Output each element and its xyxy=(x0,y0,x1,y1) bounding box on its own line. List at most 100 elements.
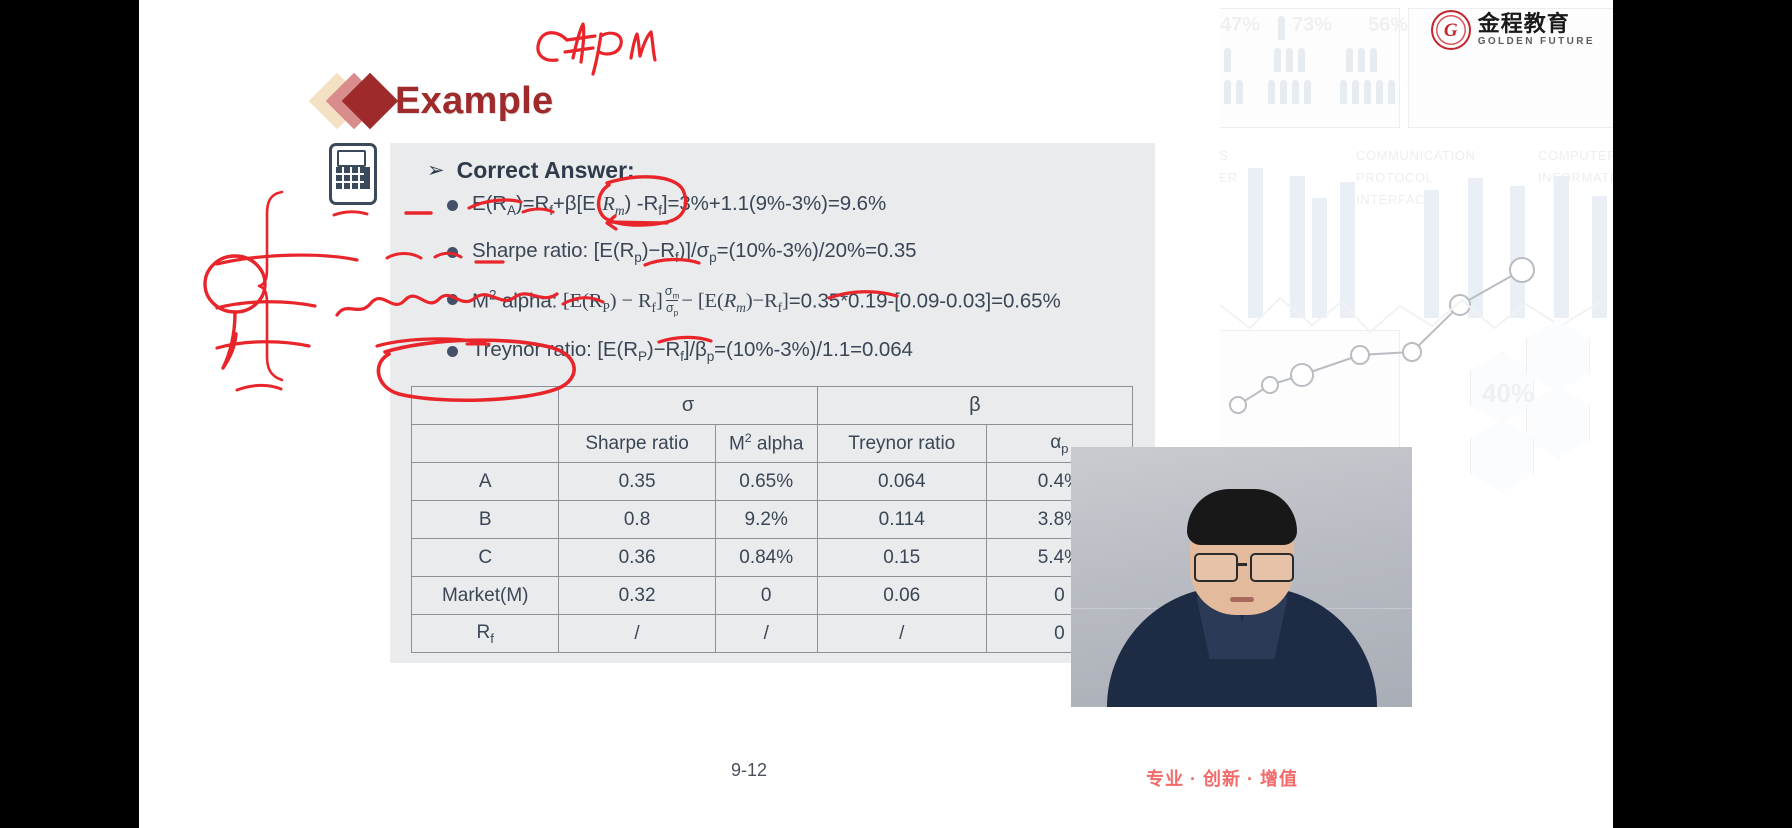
bg-percent-label: 56% xyxy=(1368,14,1409,36)
brand-text: 金程教育 GOLDEN FUTURE xyxy=(1478,13,1595,47)
table-header-cell xyxy=(410,424,560,463)
correct-answer-label: Correct Answer: xyxy=(456,157,635,183)
ink-brace xyxy=(257,190,284,382)
bg-line-chart xyxy=(1220,257,1601,414)
page-number: 9-12 xyxy=(731,760,768,780)
calculator-icon xyxy=(329,143,377,205)
bg-person-icon xyxy=(1224,80,1231,104)
table-cell: 0.84% xyxy=(714,538,818,577)
bg-person-icon xyxy=(1352,80,1359,104)
bg-percent-label: 47% xyxy=(1220,14,1261,36)
bullet-dot-icon xyxy=(447,247,458,258)
table-group-header-row: σ β xyxy=(410,386,1134,425)
bg-person-icon xyxy=(1358,48,1365,72)
presenter-video[interactable] xyxy=(1071,447,1412,707)
bg-person-icon xyxy=(1280,80,1287,104)
table-header-m2-alpha: M2 alpha xyxy=(714,424,818,463)
formula-text: M2 alpha: [E(RP) − Rf] σm σp − [E(Rm)−Rf]=0… xyxy=(472,283,1061,318)
bg-bar xyxy=(1312,198,1327,318)
bg-person-icon xyxy=(1224,48,1231,72)
bg-person-icon xyxy=(1304,80,1311,104)
table-row-label: Rf xyxy=(410,614,560,653)
table-cell: 0.8 xyxy=(558,500,716,539)
slide-canvas: 47% 73% 56% ES TER COMMUNICATION xyxy=(139,0,1613,828)
bg-word: ES xyxy=(1220,148,1229,163)
bg-person-icon xyxy=(1376,80,1383,104)
ink-underline-m2 xyxy=(215,300,317,310)
bg-bar xyxy=(1290,176,1305,318)
bg-bar xyxy=(1510,186,1525,318)
formula-text: Sharpe ratio: [E(Rp)−Rf)]/σp=(10%-3%)/20… xyxy=(472,239,917,266)
results-table: σ β Sharpe ratio M2 alpha Treynor ratio … xyxy=(410,386,1134,653)
table-corner-cell xyxy=(410,386,560,425)
diamond-decoration-icon xyxy=(308,72,399,130)
table-row-label: A xyxy=(410,462,560,501)
bg-person-icon xyxy=(1268,80,1275,104)
table-row: Market(M) 0.32 0 0.06 0 xyxy=(410,576,1134,615)
presenter-glasses-bridge xyxy=(1236,563,1247,566)
correct-answer-heading: ➢ Correct Answer: xyxy=(427,157,635,184)
table-row-label: B xyxy=(410,500,560,539)
bg-word: TER xyxy=(1220,170,1238,185)
arrow-bullet-icon: ➢ xyxy=(427,159,445,182)
bg-person-icon xyxy=(1346,48,1353,72)
bg-person-icon xyxy=(1278,16,1285,40)
ink-underline-alpha-hat xyxy=(235,383,283,392)
bg-bar xyxy=(1554,176,1569,318)
ink-tail-group-a xyxy=(221,310,238,370)
bg-word: INTERFACE xyxy=(1356,192,1435,207)
presenter-hair xyxy=(1186,489,1297,545)
ink-capm-text xyxy=(536,22,657,76)
table-cell: 0.65% xyxy=(714,462,818,501)
brand-slogan: 专业 · 创新 · 增值 xyxy=(1146,769,1298,789)
bg-person-icon xyxy=(1274,48,1281,72)
table-cell: 0.06 xyxy=(816,576,987,615)
table-cell: / xyxy=(558,614,716,653)
bg-word: COMPUTER xyxy=(1538,148,1613,163)
brand-logo: G 金程教育 GOLDEN FUTURE xyxy=(1430,10,1595,50)
bg-word: PROTOCOL xyxy=(1356,170,1434,185)
formula-text: E(RA)=Rf+β[E(Rm) -Rf]=3%+1.1(9%-3%)=9.6% xyxy=(472,192,887,219)
table-row: C 0.36 0.84% 0.15 5.4% xyxy=(410,538,1134,577)
table-row-label: C xyxy=(410,538,560,577)
bullet-treynor-ratio: Treynor ratio: [E(RP)−Rf]/βp=(10%-3%)/1.… xyxy=(447,337,1147,366)
bg-person-icon xyxy=(1370,48,1377,72)
slide-title-row: Example xyxy=(308,72,554,130)
bg-bar xyxy=(1340,182,1355,318)
table-cell: 0.15 xyxy=(816,538,987,577)
table-cell: 0 xyxy=(714,576,818,615)
table-cell: 0.36 xyxy=(558,538,716,577)
bg-person-icon xyxy=(1340,80,1347,104)
bg-bar xyxy=(1468,178,1483,318)
bullet-dot-icon xyxy=(447,345,458,357)
ink-circle-group-a xyxy=(203,254,267,314)
table-row: B 0.8 9.2% 0.114 3.8% xyxy=(410,500,1134,539)
ink-underline-rf-1 xyxy=(332,210,369,217)
table-cell: / xyxy=(816,614,987,653)
decorative-background-graphics: 47% 73% 56% ES TER COMMUNICATION xyxy=(1220,0,1613,510)
table-cell: 0.32 xyxy=(558,576,716,615)
bullet-dot-icon xyxy=(447,294,458,305)
bg-person-icon xyxy=(1364,80,1371,104)
table-row: Rf / / / 0 xyxy=(410,614,1134,653)
bg-percent-label: 73% xyxy=(1292,14,1333,36)
brand-seal-icon: G xyxy=(1430,10,1471,50)
ink-underline-sharpe xyxy=(215,253,359,266)
table-row: A 0.35 0.65% 0.064 0.4% xyxy=(410,462,1134,501)
bg-person-icon xyxy=(1298,48,1305,72)
presenter-glasses-left xyxy=(1193,553,1238,582)
bullet-sharpe-ratio: Sharpe ratio: [E(Rp)−Rf)]/σp=(10%-3%)/20… xyxy=(447,238,1147,267)
bg-word: COMMUNICATION xyxy=(1356,148,1476,163)
bg-bar xyxy=(1424,190,1439,318)
bullet-expected-return: E(RA)=Rf+β[E(Rm) -Rf]=3%+1.1(9%-3%)=9.6% xyxy=(447,191,1147,220)
table-group-header-beta: β xyxy=(816,386,1134,425)
bg-person-icon xyxy=(1236,80,1243,104)
table-cell: 0.35 xyxy=(558,462,716,501)
bg-bar xyxy=(1248,168,1263,318)
presenter-mouth xyxy=(1229,597,1254,602)
formula-text: Treynor ratio: [E(RP)−Rf]/βp=(10%-3%)/1.… xyxy=(472,337,913,364)
bg-bar xyxy=(1592,196,1607,318)
brand-name-cn: 金程教育 xyxy=(1477,11,1570,36)
bg-percent-label: 40% xyxy=(1482,378,1535,408)
page-title: Example xyxy=(395,79,554,122)
